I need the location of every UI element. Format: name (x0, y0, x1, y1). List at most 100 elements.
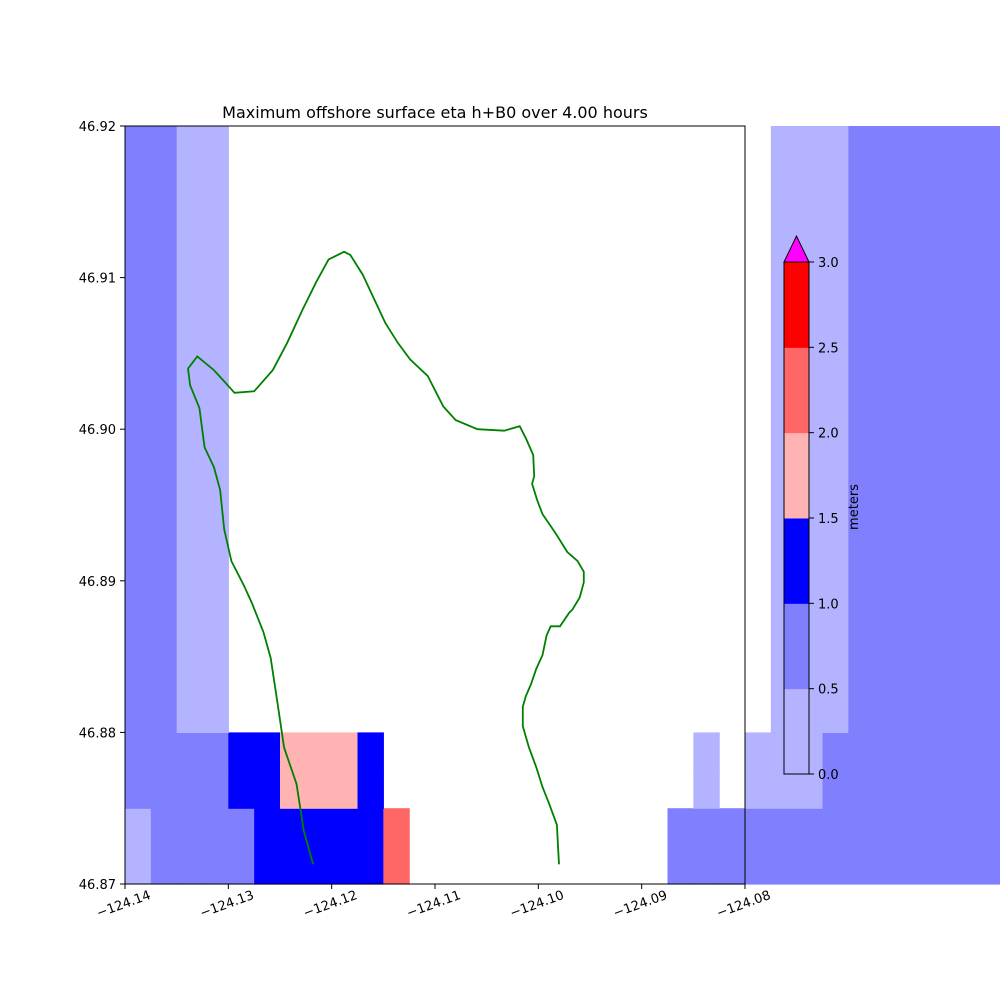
heatmap-cell (125, 656, 152, 696)
heatmap-cell (900, 808, 927, 847)
heatmap-cell (176, 126, 204, 165)
heatmap-cell (900, 315, 927, 354)
heatmap-cell (125, 315, 152, 354)
colorbar-tick-label: 2.5 (818, 341, 839, 356)
heatmap-cell (874, 201, 901, 241)
heatmap-cell (125, 277, 152, 317)
heatmap-cell (977, 391, 1000, 430)
heatmap-cell (977, 505, 1000, 544)
colorbar-label: meters (847, 484, 862, 530)
heatmap-cell (150, 315, 178, 354)
heatmap-cell (951, 277, 979, 317)
heatmap-cell (254, 770, 281, 809)
heatmap-cell (848, 846, 875, 885)
colorbar-tick-label: 3.0 (818, 256, 839, 271)
y-tick-label: 46.89 (79, 575, 116, 590)
heatmap-cell (874, 315, 901, 354)
heatmap-cell (900, 846, 927, 885)
heatmap-cell (822, 808, 849, 847)
heatmap-cell (925, 315, 953, 354)
heatmap-cell (874, 656, 901, 696)
heatmap-cell (951, 542, 979, 582)
heatmap-cell (202, 277, 229, 317)
heatmap-cell (848, 126, 875, 165)
heatmap-cell (848, 656, 875, 696)
heatmap-cell (331, 770, 359, 809)
heatmap-cell (925, 505, 953, 544)
heatmap-cell (977, 277, 1000, 317)
heatmap-cell (228, 770, 255, 809)
heatmap-cell (150, 580, 178, 620)
heatmap-cell (331, 808, 359, 847)
heatmap-cell (125, 846, 152, 885)
heatmap-cell (150, 618, 178, 658)
heatmap-cell (848, 808, 875, 847)
heatmap-cell (125, 618, 152, 658)
heatmap-cell (977, 694, 1000, 733)
heatmap-cell (822, 505, 849, 544)
heatmap-cell (822, 277, 849, 317)
heatmap-cell (822, 353, 849, 392)
heatmap-cell (176, 201, 204, 241)
heatmap-cell (977, 353, 1000, 392)
heatmap-cell (331, 846, 359, 885)
heatmap-cell (848, 618, 875, 658)
heatmap-cell (977, 542, 1000, 582)
heatmap-cell (874, 808, 901, 847)
heatmap-cell (150, 126, 178, 165)
heatmap-cell (848, 277, 875, 317)
heatmap-cell (383, 846, 410, 885)
heatmap-cell (977, 656, 1000, 696)
heatmap-cell (874, 126, 901, 165)
heatmap-cell (176, 694, 204, 733)
heatmap-cell (822, 163, 849, 203)
heatmap-cell (848, 391, 875, 430)
heatmap-cell (719, 846, 746, 885)
heatmap-cell (331, 732, 359, 771)
heatmap-cell (822, 201, 849, 241)
colorbar-bin (784, 688, 809, 775)
heatmap-cell (254, 732, 281, 771)
heatmap-cell (125, 770, 152, 809)
heatmap-cell (951, 694, 979, 733)
heatmap-cell (951, 467, 979, 506)
heatmap-cell (150, 467, 178, 506)
heatmap-cell (796, 808, 824, 847)
heatmap-cell (305, 808, 333, 847)
heatmap-cell (874, 846, 901, 885)
heatmap-cell (900, 580, 927, 620)
heatmap-cell (848, 770, 875, 809)
heatmap-cell (125, 201, 152, 241)
heatmap-cell (176, 163, 204, 203)
heatmap-cell (977, 808, 1000, 847)
heatmap-cell (951, 163, 979, 203)
heatmap-cell (202, 429, 229, 468)
heatmap-cell (125, 163, 152, 203)
heatmap-cell (125, 353, 152, 392)
heatmap-cell (125, 694, 152, 733)
heatmap-cell (176, 505, 204, 544)
heatmap-cell (822, 429, 849, 468)
heatmap-cell (228, 846, 255, 885)
heatmap-cell (176, 467, 204, 506)
heatmap-cell (951, 770, 979, 809)
heatmap-cell (357, 846, 384, 885)
heatmap-cell (977, 618, 1000, 658)
colorbar-tick-label: 0.0 (818, 768, 839, 783)
heatmap-cell (977, 580, 1000, 620)
heatmap-cell (925, 656, 953, 696)
heatmap-cell (280, 732, 307, 771)
heatmap-cell (150, 808, 178, 847)
heatmap-cell (770, 846, 798, 885)
heatmap-cell (925, 239, 953, 279)
heatmap-cell (925, 770, 953, 809)
heatmap-cell (796, 126, 824, 165)
heatmap-cell (874, 580, 901, 620)
heatmap-cell (125, 391, 152, 430)
heatmap-cell (951, 126, 979, 165)
heatmap-cell (848, 467, 875, 506)
heatmap-cell (951, 505, 979, 544)
heatmap-cell (125, 126, 152, 165)
heatmap-cell (176, 732, 204, 771)
heatmap-cell (125, 542, 152, 582)
